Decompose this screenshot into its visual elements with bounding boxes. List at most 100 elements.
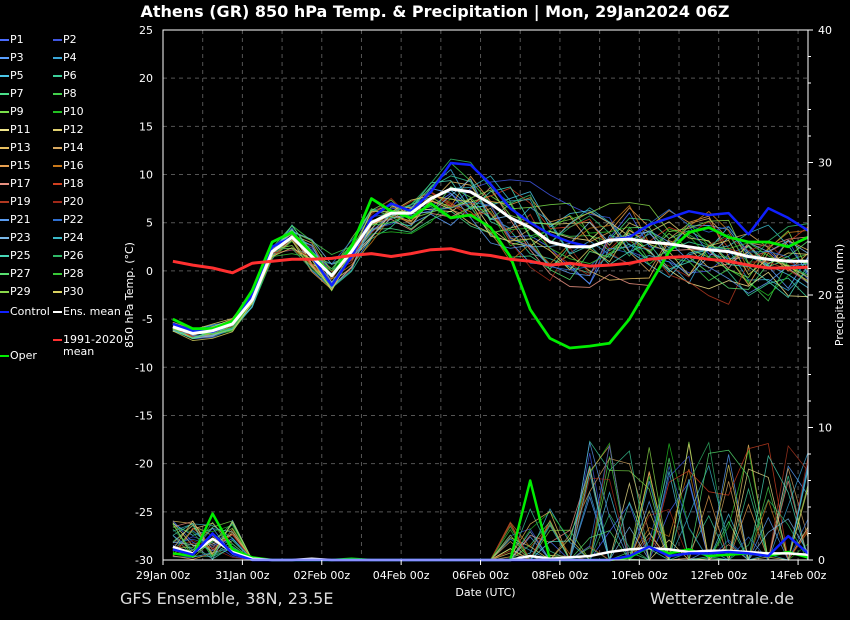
legend-swatch [53, 39, 62, 41]
legend-item: P13 [0, 142, 31, 154]
legend-label: P28 [63, 267, 84, 280]
member-temp-line [172, 195, 809, 342]
legend-item: P16 [53, 160, 84, 172]
legend-swatch [0, 147, 9, 149]
legend-item: P17 [0, 178, 31, 190]
legend-swatch [53, 291, 62, 293]
series-line-1991-2020-mean [172, 247, 809, 275]
legend-item: P1 [0, 34, 24, 46]
legend-label: P2 [63, 33, 77, 46]
legend-item: P24 [53, 232, 84, 244]
legend-label: P4 [63, 51, 77, 64]
legend-swatch [53, 255, 62, 257]
x-tick-label: 08Feb 00z [532, 569, 589, 582]
legend-label: P27 [10, 267, 31, 280]
legend-swatch [0, 201, 9, 203]
x-tick-label: 04Feb 00z [373, 569, 430, 582]
legend-swatch [0, 219, 9, 221]
y2-tick-label: 20 [818, 289, 832, 302]
legend-item: P19 [0, 196, 31, 208]
legend-label: P18 [63, 177, 84, 190]
member-temp-line [172, 158, 809, 332]
legend-swatch [53, 201, 62, 203]
legend-swatch [53, 75, 62, 77]
plot-frame [162, 29, 809, 561]
legend-label: P3 [10, 51, 24, 64]
legend-item: P6 [53, 70, 77, 82]
legend-item: P21 [0, 214, 31, 226]
legend-item: P25 [0, 250, 31, 262]
legend-swatch [0, 129, 9, 131]
legend-label: P25 [10, 249, 31, 262]
legend-label: P14 [63, 141, 84, 154]
x-tick-label: 14Feb 00z [770, 569, 827, 582]
y2-tick-label: 10 [818, 422, 832, 435]
legend-item: P2 [53, 34, 77, 46]
legend-swatch [53, 57, 62, 59]
x-tick-label: 12Feb 00z [690, 569, 747, 582]
y-tick-label: 15 [139, 120, 153, 133]
y-tick-label: -10 [135, 361, 153, 374]
legend-item: 1991-2020 mean [53, 334, 133, 358]
legend-label: P21 [10, 213, 31, 226]
legend-item: Ens. mean [53, 306, 121, 318]
legend-item: Oper [0, 350, 37, 362]
member-temp-line [172, 192, 809, 335]
legend-item: P20 [53, 196, 84, 208]
series-line-control [172, 161, 809, 333]
member-temp-line [172, 206, 809, 335]
legend-swatch [0, 93, 9, 95]
legend-label: P12 [63, 123, 84, 136]
y-axis-label: 850 hPa Temp. (°C) [123, 242, 136, 348]
series-line-oper [172, 197, 809, 350]
y2-tick-label: 40 [818, 24, 832, 37]
legend-label: P20 [63, 195, 84, 208]
legend-label: P13 [10, 141, 31, 154]
legend-item: P8 [53, 88, 77, 100]
x-tick-label: 31Jan 00z [215, 569, 269, 582]
legend-item: P22 [53, 214, 84, 226]
legend-label: P24 [63, 231, 84, 244]
legend-item: P18 [53, 178, 84, 190]
footer-model-location: GFS Ensemble, 38N, 23.5E [120, 589, 334, 608]
legend-swatch [53, 147, 62, 149]
legend-swatch [53, 111, 62, 113]
legend-item: P27 [0, 268, 31, 280]
y-tick-label: 25 [139, 24, 153, 37]
axes: 25 20 15 10 5 0 -5 -10 -15 -20 -25 -30 29Jan 00z 31Ja… [123, 24, 846, 599]
legend-swatch [53, 339, 62, 341]
legend-swatch [53, 219, 62, 221]
legend-label: Oper [10, 349, 37, 362]
legend-swatch [0, 273, 9, 275]
legend-label: P11 [10, 123, 31, 136]
y-tick-label: -5 [142, 313, 153, 326]
y-tick-label: -25 [135, 506, 153, 519]
legend-label: P16 [63, 159, 84, 172]
x-tick-label: 10Feb 00z [611, 569, 668, 582]
member-temp-line [172, 186, 809, 340]
legend-swatch [0, 255, 9, 257]
legend-swatch [0, 355, 9, 357]
legend-label: Control [10, 305, 50, 318]
legend-item: P9 [0, 106, 24, 118]
precipitation-members [172, 440, 809, 562]
legend-label: P26 [63, 249, 84, 262]
legend-swatch [0, 311, 9, 313]
legend-swatch [53, 183, 62, 185]
member-precip-line [172, 470, 809, 561]
legend-item: P23 [0, 232, 31, 244]
legend-item: P3 [0, 52, 24, 64]
legend-swatch [0, 165, 9, 167]
legend-label: P19 [10, 195, 31, 208]
grid [162, 29, 808, 561]
legend-swatch [53, 129, 62, 131]
y-tick-label: 0 [146, 265, 153, 278]
legend-item: P5 [0, 70, 24, 82]
legend-label: P30 [63, 285, 84, 298]
legend-label: 1991-2020 mean [63, 333, 123, 358]
legend-label: P7 [10, 87, 24, 100]
legend-swatch [53, 237, 62, 239]
legend-swatch [53, 273, 62, 275]
legend-label: P1 [10, 33, 24, 46]
